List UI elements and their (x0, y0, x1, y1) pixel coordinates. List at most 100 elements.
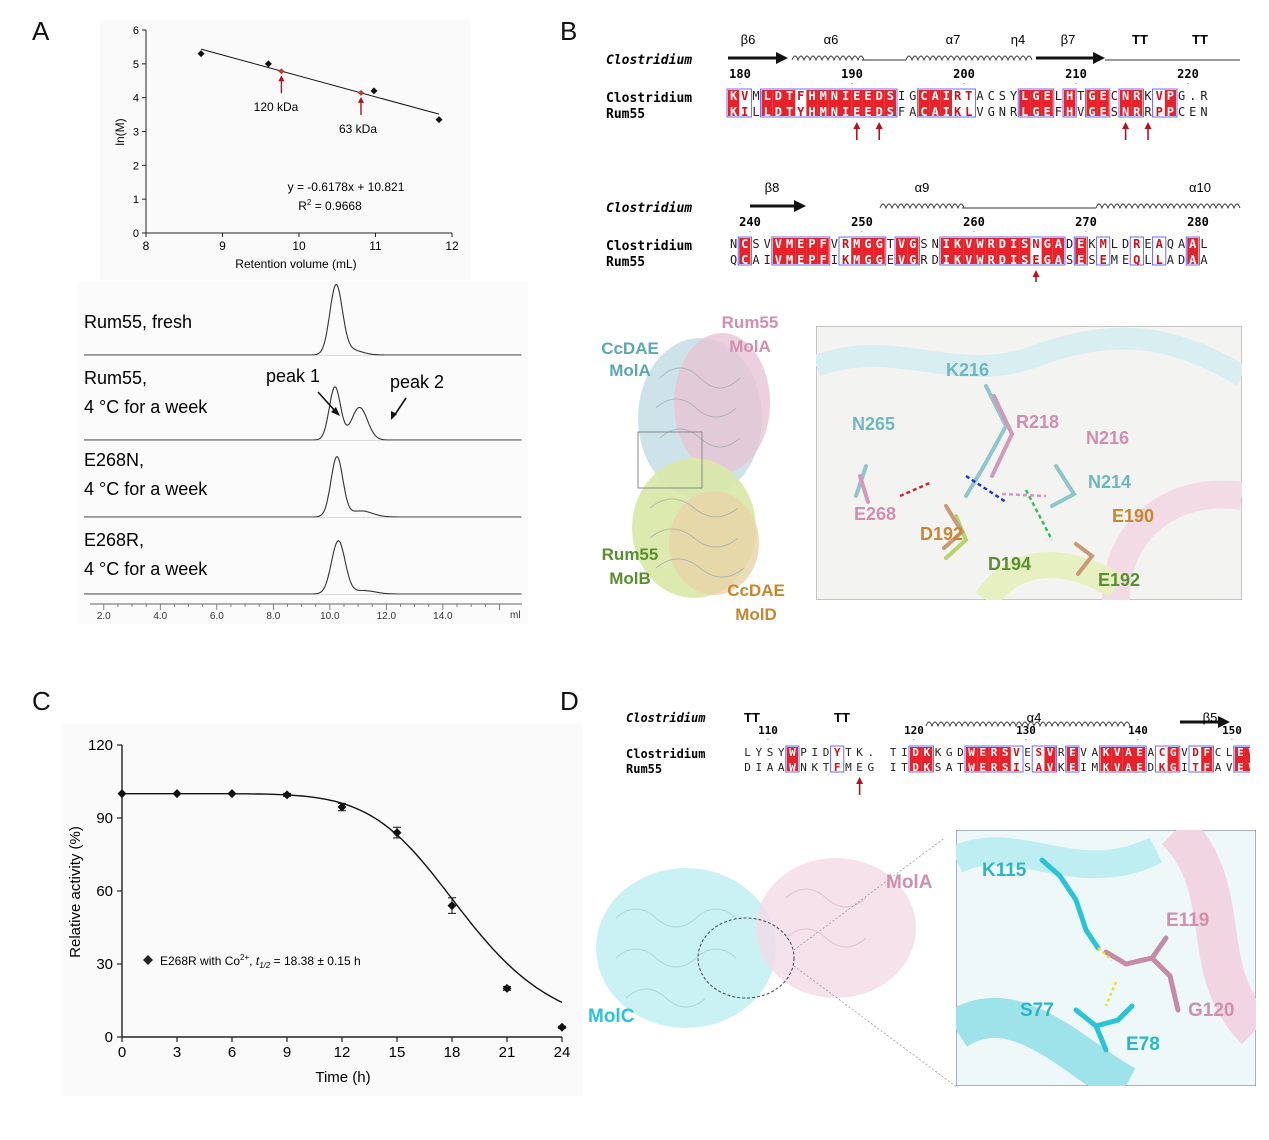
chrom-x-tick-label: 8.0 (266, 611, 280, 622)
align2-residue: G (876, 237, 883, 251)
rum55-molb-label-1: Rum55 (602, 545, 659, 564)
align1-residue: S (887, 89, 894, 103)
align1-residue: E (864, 105, 871, 119)
align1-residue: I (842, 105, 849, 119)
align2-identity-cell (996, 238, 1008, 264)
align1-helix (791, 55, 865, 62)
align3-residue: I (890, 761, 897, 774)
align2-residue: N (1032, 237, 1039, 251)
align2-residue: V (775, 237, 782, 251)
align3-identity-cell (921, 747, 933, 771)
align1-residue: N (1122, 89, 1129, 103)
align3-residue: S (1024, 761, 1031, 774)
panel-letter-d: D (560, 686, 579, 716)
align2-residue: I (943, 253, 950, 267)
align2-block-box (1129, 236, 1144, 266)
residue-e192: E192 (1098, 570, 1140, 590)
align2-mutation-arrowhead (1032, 270, 1040, 277)
align3-identity-cell (1246, 747, 1250, 771)
calibration-y-tick-label: 2 (133, 160, 139, 172)
align2-residue: Q (1133, 253, 1140, 267)
align2-residue: I (1010, 237, 1017, 251)
align3-block-box (1065, 745, 1080, 773)
align2-residue: K (954, 237, 962, 251)
align3-residue: A (1035, 761, 1042, 774)
align3-identity-cell (977, 747, 989, 771)
align1-residue: A (909, 105, 917, 119)
trace-label-4a: E268R, (84, 530, 144, 550)
align1-identity-cell (1086, 90, 1098, 116)
align3-residue: L (744, 746, 751, 759)
align3-residue: T (890, 746, 897, 759)
activity-point (282, 790, 292, 800)
align3-block-box (908, 745, 934, 773)
align1-residue: V (741, 89, 748, 103)
chrom-x-tick-label: 12.0 (377, 611, 397, 622)
align2-residue: E (1077, 237, 1084, 251)
align1-block-box (760, 88, 898, 118)
align2-residue: V (898, 253, 905, 267)
align3-block-box (1031, 745, 1058, 773)
align2-residue: A (1189, 237, 1197, 251)
align3-species: Clostridium (626, 711, 706, 725)
align3-residue: V (1248, 761, 1250, 774)
align3-identity-cell (1234, 747, 1246, 771)
align2-residue: R (920, 253, 928, 267)
align3-identity-cell (999, 747, 1011, 771)
align3-residue: D (1192, 746, 1199, 759)
align3-ss-label: TT (744, 710, 760, 725)
align1-residue: G (988, 105, 995, 119)
align2-block-box (737, 236, 752, 266)
align2-residue: D (1178, 253, 1185, 267)
activity-y-tick-label: 90 (96, 810, 113, 827)
align3-block-box (1233, 745, 1250, 773)
align1-identity-cell (772, 90, 784, 116)
align3-residue: R (1058, 746, 1065, 759)
align2-residue: M (1111, 253, 1118, 267)
align2-identity-cell (739, 238, 751, 264)
align1-residue: G (1032, 105, 1039, 119)
align2-residue: L (1144, 253, 1151, 267)
align1-ss-label: α7 (946, 32, 961, 47)
align2-dot: . (749, 227, 751, 234)
activity-y-tick-label: 0 (105, 1029, 113, 1046)
align1-residue: L (752, 105, 759, 119)
align3-residue: D (744, 761, 751, 774)
align3-residue: K (1103, 761, 1110, 774)
rum55-mola-label-2: MolA (729, 337, 771, 356)
align2-identity-cell (896, 238, 908, 264)
align1-residue: N (831, 105, 838, 119)
align1-identity-cell (728, 90, 740, 116)
align1-residue: K (730, 89, 738, 103)
residue-s77: S77 (1020, 1000, 1054, 1021)
align1-species: Clostridium (606, 53, 692, 68)
align1-identity-cell (940, 90, 952, 116)
align2-residue: S (1021, 253, 1028, 267)
align1-identity-cell (828, 90, 840, 116)
activity-y-tick-label: 30 (96, 956, 113, 973)
align3-residue: W (968, 746, 975, 759)
align1-residue: H (808, 89, 815, 103)
align3-residue: Y (755, 746, 762, 759)
align3-residue: A (767, 761, 774, 774)
calibration-y-tick-label: 6 (133, 25, 139, 37)
sample-arrowhead (357, 96, 364, 103)
align2-residue: R (1133, 237, 1141, 251)
align3-residue: S (1002, 746, 1009, 759)
align1-residue: S (1111, 105, 1118, 119)
align3-residue: N (800, 761, 807, 774)
align2-residue: C (741, 237, 748, 251)
align1-residue: T (786, 105, 793, 119)
align2-residue: E (1144, 237, 1151, 251)
align2-residue: W (976, 253, 984, 267)
rum55-molb-label-2: MolB (609, 569, 651, 588)
align1-residue: R (1144, 105, 1152, 119)
peak-1-arrowhead (331, 407, 340, 416)
align3-identity-cell (1111, 747, 1123, 771)
align1-residue: A (932, 105, 940, 119)
align3-residue: K (1103, 746, 1110, 759)
align2-residue: V (898, 237, 905, 251)
align1-residue: L (1055, 89, 1062, 103)
molc-label-d: MolC (588, 1006, 635, 1027)
align3-residue: I (1080, 761, 1087, 774)
